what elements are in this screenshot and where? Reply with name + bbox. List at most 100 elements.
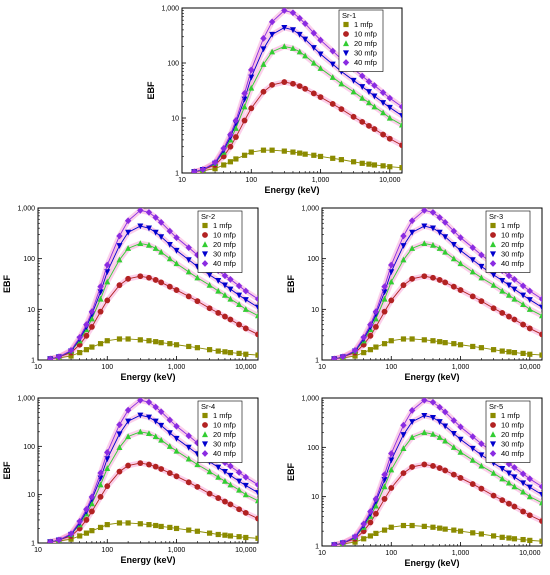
data-point bbox=[152, 418, 159, 425]
data-point bbox=[311, 152, 317, 158]
data-point bbox=[371, 126, 378, 132]
data-point bbox=[511, 464, 518, 471]
data-point bbox=[173, 525, 180, 532]
data-point bbox=[450, 444, 457, 450]
data-point bbox=[429, 398, 437, 406]
data-point bbox=[511, 349, 518, 356]
data-point bbox=[185, 293, 192, 300]
data-point bbox=[281, 79, 288, 85]
data-point bbox=[430, 463, 436, 469]
data-point bbox=[478, 485, 485, 492]
data-point bbox=[371, 82, 378, 89]
data-point bbox=[146, 522, 152, 528]
data-point bbox=[470, 343, 476, 350]
data-point bbox=[185, 268, 192, 275]
legend-label: 40 mfp bbox=[213, 259, 236, 268]
data-point bbox=[289, 27, 296, 34]
data-point bbox=[360, 520, 367, 528]
data-point bbox=[505, 470, 512, 477]
data-point bbox=[153, 522, 159, 529]
data-point bbox=[526, 512, 533, 519]
x-tick-label: 1,000 bbox=[312, 177, 330, 184]
plot-area bbox=[46, 208, 258, 360]
data-point bbox=[339, 539, 347, 546]
data-point bbox=[330, 155, 336, 161]
data-point bbox=[538, 295, 542, 303]
data-point bbox=[296, 48, 303, 55]
legend-label: 20 mfp bbox=[501, 240, 524, 249]
data-point bbox=[429, 415, 436, 421]
legend-marker bbox=[202, 422, 208, 428]
data-point bbox=[260, 61, 267, 67]
data-point bbox=[97, 481, 104, 488]
data-point bbox=[490, 533, 497, 539]
data-point bbox=[116, 421, 123, 429]
data-point bbox=[194, 345, 200, 351]
data-point bbox=[388, 338, 394, 344]
data-point bbox=[506, 349, 512, 355]
legend-marker bbox=[490, 441, 496, 448]
x-tick-label: 10 bbox=[34, 547, 42, 554]
data-point bbox=[506, 313, 512, 320]
data-point bbox=[137, 223, 144, 230]
legend-label: 30 mfp bbox=[354, 49, 377, 58]
data-point bbox=[185, 455, 192, 462]
data-point bbox=[241, 117, 248, 124]
y-axis-title: EBF bbox=[286, 462, 296, 481]
data-point bbox=[124, 406, 132, 414]
data-point bbox=[511, 474, 518, 481]
legend-marker bbox=[489, 450, 497, 457]
data-point bbox=[450, 430, 457, 437]
legend-label: 10 mfp bbox=[213, 231, 236, 240]
data-point bbox=[194, 274, 201, 281]
data-point bbox=[386, 94, 394, 102]
data-point bbox=[104, 338, 110, 344]
data-point bbox=[359, 94, 366, 101]
data-point bbox=[478, 531, 484, 537]
data-point bbox=[526, 306, 533, 312]
legend-label: 1 mfp bbox=[213, 411, 232, 420]
data-point bbox=[254, 295, 258, 303]
data-point bbox=[478, 251, 485, 259]
data-point bbox=[104, 522, 110, 528]
y-tick-label: 100 bbox=[23, 256, 35, 263]
data-point bbox=[173, 342, 180, 348]
data-point bbox=[242, 473, 250, 481]
legend-marker bbox=[201, 450, 209, 457]
data-point bbox=[104, 278, 111, 285]
x-tick-label: 100 bbox=[385, 550, 397, 557]
legend-marker bbox=[490, 222, 496, 229]
data-point bbox=[457, 475, 464, 481]
legend-label: 40 mfp bbox=[501, 259, 524, 268]
data-point bbox=[372, 502, 379, 509]
data-point bbox=[511, 503, 518, 510]
x-tick-label: 100 bbox=[101, 364, 113, 371]
data-point bbox=[380, 100, 387, 106]
data-point bbox=[329, 47, 336, 55]
y-tick-label: 10 bbox=[311, 307, 319, 314]
data-point bbox=[186, 343, 192, 350]
data-point bbox=[89, 508, 95, 515]
y-tick-label: 1 bbox=[31, 541, 35, 548]
data-point bbox=[152, 229, 159, 236]
legend-marker bbox=[490, 422, 496, 428]
data-point bbox=[206, 347, 213, 353]
data-point bbox=[248, 66, 255, 74]
data-point bbox=[236, 292, 243, 299]
data-point bbox=[511, 275, 518, 283]
data-point bbox=[442, 279, 449, 286]
data-point bbox=[350, 113, 357, 120]
legend-marker bbox=[202, 431, 208, 438]
data-point bbox=[289, 45, 296, 51]
data-point bbox=[290, 149, 296, 155]
data-point bbox=[185, 244, 192, 252]
data-point bbox=[478, 345, 484, 351]
panel-title: Sr-4 bbox=[201, 402, 215, 411]
data-point bbox=[400, 470, 407, 477]
data-point bbox=[235, 282, 243, 290]
data-point bbox=[511, 286, 518, 293]
data-point bbox=[194, 483, 201, 490]
legend-marker bbox=[490, 251, 496, 258]
